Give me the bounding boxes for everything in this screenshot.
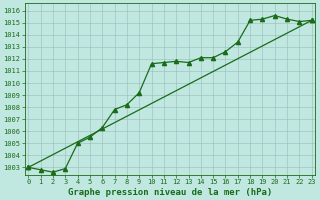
X-axis label: Graphe pression niveau de la mer (hPa): Graphe pression niveau de la mer (hPa) [68,188,272,197]
